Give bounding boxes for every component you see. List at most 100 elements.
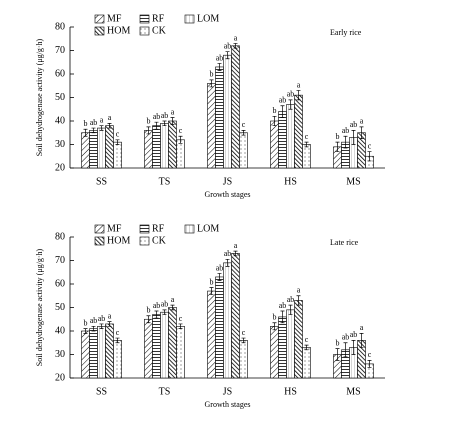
legend-swatch [94, 236, 105, 246]
bar [144, 130, 153, 169]
error-bar [91, 127, 96, 134]
significance-letter: ab [350, 330, 358, 339]
y-tick-label: 20 [55, 162, 65, 173]
y-tick-label: 60 [55, 68, 65, 79]
error-bar [241, 130, 246, 136]
legend-swatch [139, 224, 150, 234]
bar [223, 54, 232, 169]
bar [239, 340, 248, 379]
x-tick-label: HS [284, 386, 297, 397]
significance-letter: b [273, 313, 277, 322]
error-bar [359, 333, 364, 348]
error-bar [343, 342, 348, 358]
bar [286, 309, 295, 379]
error-bar [335, 141, 340, 152]
y-tick-label: 50 [55, 302, 65, 313]
bar [97, 127, 106, 169]
bar [152, 314, 161, 379]
significance-letter: c [305, 335, 309, 344]
bar [168, 307, 177, 379]
error-bar [91, 325, 96, 332]
bar [223, 262, 232, 379]
error-bar [154, 310, 159, 319]
error-bar [83, 128, 88, 137]
y-tick-label: 50 [55, 92, 65, 103]
bar [152, 125, 161, 169]
bar [278, 316, 287, 379]
significance-letter: a [297, 286, 301, 295]
x-tick-label: JS [223, 176, 232, 187]
y-tick-label: 40 [55, 325, 65, 336]
legend-swatch [94, 224, 105, 234]
significance-letter: b [84, 318, 88, 327]
error-bar [107, 321, 112, 327]
error-bar [225, 258, 230, 267]
significance-letter: b [273, 106, 277, 115]
significance-letter: ab [161, 300, 169, 309]
significance-letter: b [147, 306, 151, 315]
bar [231, 45, 240, 169]
bar [215, 66, 224, 169]
x-tick-label: HS [284, 176, 297, 187]
error-bar [146, 315, 151, 324]
y-tick-label: 60 [55, 278, 65, 289]
legend-label: MF [107, 223, 122, 234]
significance-letter: a [171, 295, 175, 304]
error-bar [99, 125, 104, 131]
error-bar [335, 348, 340, 361]
significance-letter: ab [161, 111, 169, 120]
legend-swatch [184, 224, 195, 234]
significance-letter: a [100, 116, 104, 125]
panel-title: Early rice [330, 28, 362, 37]
error-bar [351, 130, 356, 145]
significance-letter: ab [287, 295, 295, 304]
bar [81, 132, 90, 169]
error-bar [280, 310, 285, 324]
significance-letter: c [368, 350, 372, 359]
significance-letter: a [360, 323, 364, 332]
legend-swatch [139, 236, 150, 246]
error-bar [351, 340, 356, 355]
y-tick-label: 70 [55, 255, 65, 266]
legend-swatch [94, 14, 105, 24]
error-bar [115, 337, 120, 344]
x-tick-label: TS [159, 386, 171, 397]
error-bar [162, 120, 167, 127]
bar [215, 276, 224, 379]
error-bar [288, 99, 293, 110]
bar [81, 330, 90, 379]
legend-label: CK [152, 25, 167, 36]
significance-letter: c [179, 126, 183, 135]
error-bar [154, 121, 159, 130]
significance-letter: a [297, 80, 301, 89]
significance-letter: c [368, 141, 372, 150]
panel-title: Late rice [330, 238, 359, 247]
significance-letter: a [360, 117, 364, 126]
significance-letter: c [116, 328, 120, 337]
bar [97, 325, 106, 379]
legend-label: LOM [197, 223, 219, 234]
x-axis-label: Growth stages [205, 190, 251, 199]
error-bar [178, 323, 183, 329]
significance-letter: ab [224, 42, 232, 51]
bar [294, 94, 303, 169]
legend-swatch [139, 26, 150, 36]
error-bar [99, 323, 104, 329]
bar [207, 83, 216, 169]
bar [160, 311, 169, 379]
error-bar [304, 141, 309, 148]
bar [302, 347, 311, 379]
significance-letter: ab [279, 301, 287, 310]
significance-letter: ab [153, 301, 161, 310]
significance-letter: ab [216, 53, 224, 62]
x-tick-label: TS [159, 176, 171, 187]
bar [89, 130, 98, 169]
error-bar [367, 360, 372, 368]
significance-letter: ab [216, 263, 224, 272]
error-bar [217, 273, 222, 281]
y-axis-label: Soil dehydrogenase activity (μg/g·h) [35, 38, 44, 156]
y-tick-label: 20 [55, 372, 65, 383]
x-tick-label: SS [96, 386, 107, 397]
legend-label: RF [152, 13, 165, 24]
